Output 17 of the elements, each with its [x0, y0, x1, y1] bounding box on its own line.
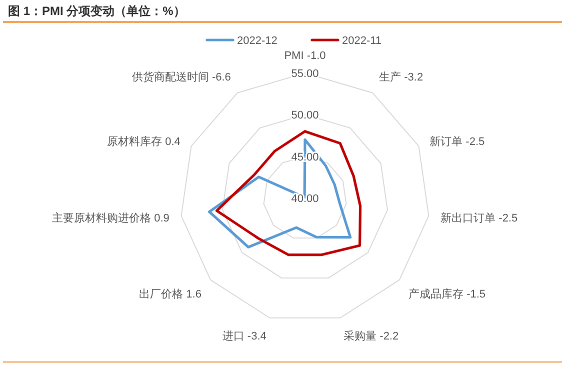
spoke-label: 生产 -3.2	[379, 70, 424, 84]
spoke-label: 出厂价格 1.6	[139, 288, 202, 301]
spoke-label: 产成品库存 -1.5	[408, 288, 486, 301]
y-tick-label: 55.00	[291, 68, 319, 80]
legend-label: 2022-11	[342, 35, 382, 47]
chart-title: 图 1：PMI 分项变动（单位：%）	[8, 4, 186, 18]
spoke-label: 采购量 -2.2	[344, 329, 399, 342]
legend-label: 2022-12	[237, 35, 278, 47]
spoke-label: 进口 -3.4	[222, 329, 266, 342]
y-tick-label: 40.00	[291, 193, 319, 205]
y-tick-label: 50.00	[291, 110, 319, 122]
spoke-label: PMI -1.0	[284, 50, 326, 62]
spoke-label: 新出口订单 -2.5	[440, 211, 518, 224]
spoke-label: 主要原材料购进价格 0.9	[52, 211, 170, 224]
spoke-label: 新订单 -2.5	[430, 135, 485, 148]
spoke-label: 供货商配送时间 -6.6	[132, 70, 231, 84]
spoke-label: 原材料库存 0.4	[107, 135, 180, 148]
